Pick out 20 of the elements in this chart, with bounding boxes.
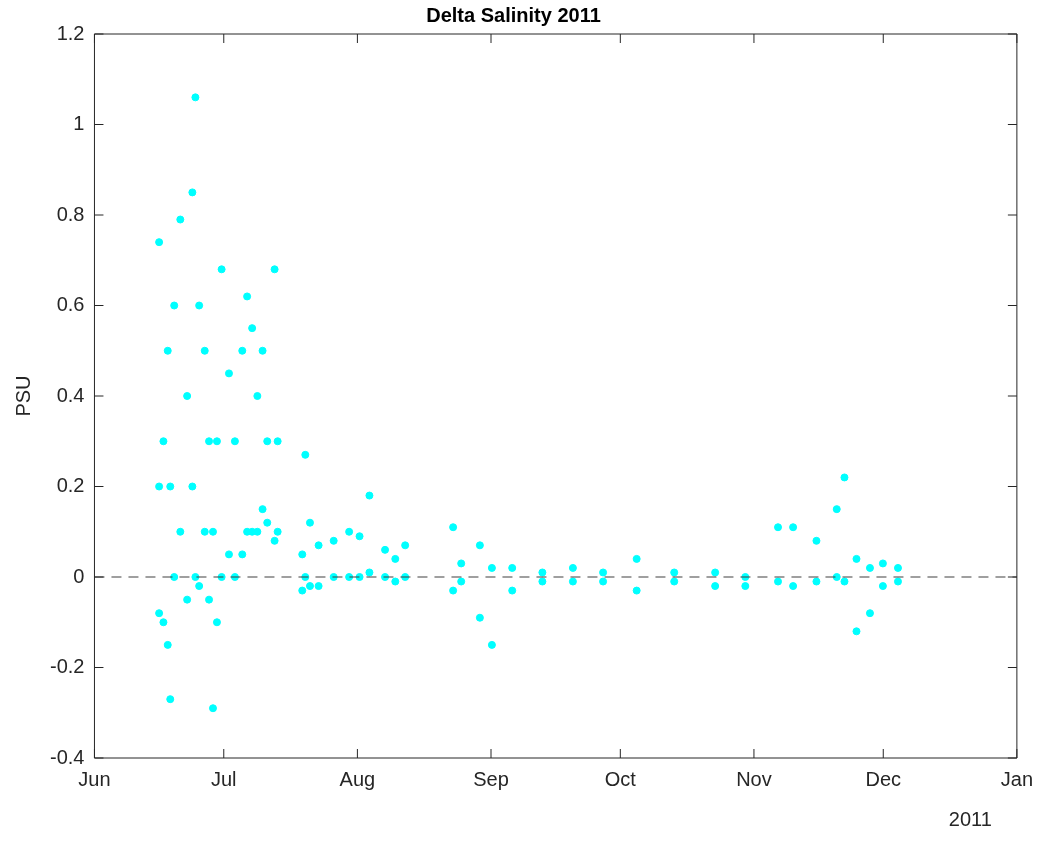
y-tick-label: 0.4 [56,383,85,406]
x-tick-label: Jun [78,767,111,790]
y-tick-label: 1.2 [56,21,85,44]
chart-title: Delta Salinity 2011 [426,3,601,26]
y-tick-label: 1 [73,112,85,135]
x-tick-label: Dec [865,767,902,790]
y-tick-label: -0.2 [49,655,85,678]
y-tick-label: -0.4 [49,745,85,768]
x-tick-label: Jan [1000,767,1033,790]
y-axis-title: PSU [11,375,34,417]
y-tick-label: 0.6 [56,293,85,316]
x-tick-label: Oct [604,767,637,790]
text: 2011 [948,807,992,830]
y-tick-label: 0 [73,564,85,587]
x-tick-label: Aug [339,767,376,790]
x-tick-label: Nov [736,767,772,790]
y-tick-label: 0.2 [56,474,85,497]
x-tick-label: Sep [473,767,509,790]
x-tick-label: Jul [210,767,237,790]
y-tick-label: 0.8 [56,202,85,225]
